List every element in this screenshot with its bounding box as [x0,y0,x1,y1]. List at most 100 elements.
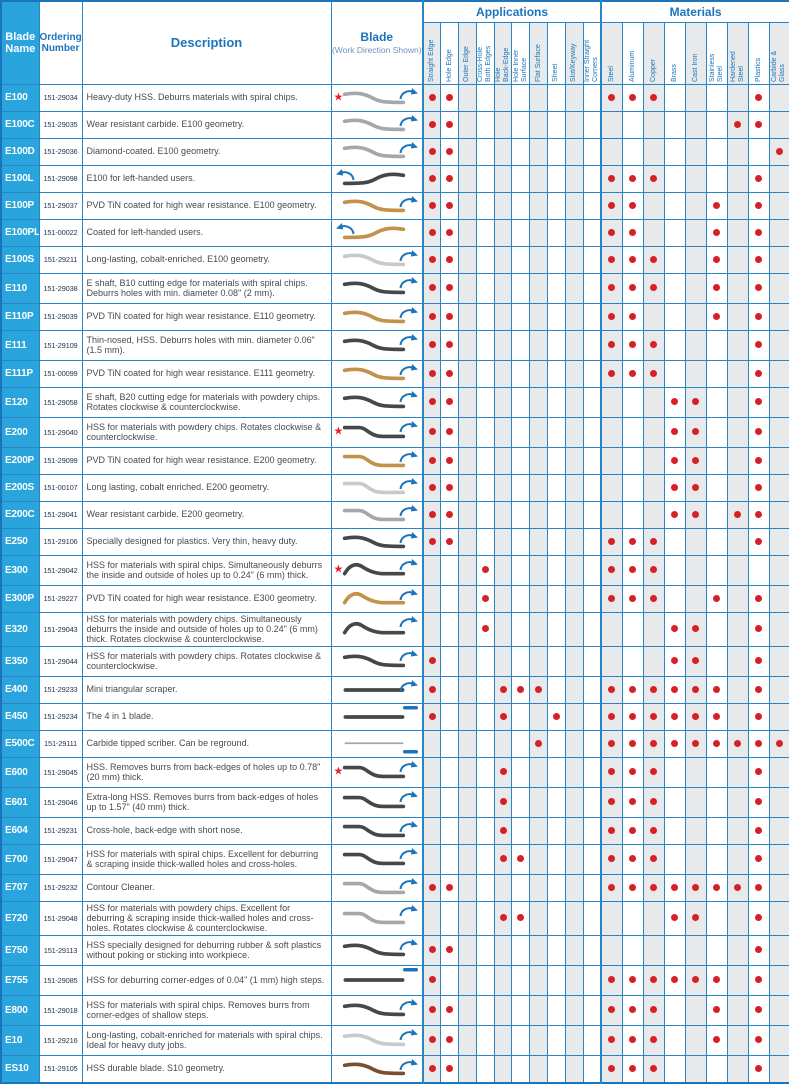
application-cell-hole-inner-surface [511,527,531,556]
application-cell-sheet [547,786,566,818]
material-cell-hardened-steel [726,611,749,647]
application-dot [446,284,454,292]
application-cell-straight-edge [422,964,442,996]
material-cell-aluminum [621,473,644,502]
blade-row-e720: E720 151-29048 HSS for materials with powd… [0,900,789,936]
material-cell-copper [642,756,665,788]
application-cell-sheet [547,110,566,139]
material-dot [755,739,763,747]
application-cell-inner-straight-corners [582,329,602,361]
material-cell-aluminum [621,554,644,586]
material-dot [629,768,637,776]
material-dot [650,1006,658,1014]
description-cell: HSS for materials with powdery chips. Si… [81,611,332,647]
application-cell-slot-keyway [564,302,584,331]
material-dot [755,855,763,863]
material-cell-carbide-glass [768,786,789,818]
application-cell-sheet [547,416,566,448]
blade-photo-wrap [332,247,422,272]
blade-photo [342,562,405,576]
application-cell-hole-inner-surface [511,302,531,331]
material-dot [671,685,679,693]
application-cell-outer-edge [458,554,477,586]
application-cell-hole-back-edge [493,756,513,788]
application-cell-cross-hole-both-edges [475,994,495,1026]
application-cell-inner-straight-corners [582,873,602,902]
application-cell-outer-edge [458,446,477,475]
column-header-inner-straight-corners: Inner Straight Corners [582,21,602,85]
blade-name-cell: E200C [0,500,40,529]
material-cell-hardened-steel [726,137,749,166]
blade-image-cell [330,873,424,902]
blade-photo [342,199,405,212]
material-cell-aluminum [621,272,644,304]
ordering-number-cell: 151-29211 [38,245,83,274]
material-cell-aluminum [621,900,644,936]
application-cell-hole-inner-surface [511,164,531,193]
material-cell-brass [663,1054,686,1083]
material-cell-hardened-steel [726,756,749,788]
application-cell-flat-surface [529,110,549,139]
application-dot [446,369,454,377]
material-dot [755,1036,763,1044]
application-cell-straight-edge [422,611,442,647]
material-cell-copper [642,873,665,902]
material-cell-stainless-steel [705,873,728,902]
column-header-slot-keyway: Slot/Keyway [564,21,584,85]
blade-name-cell: E707 [0,873,40,902]
application-cell-hole-back-edge [493,843,513,875]
application-cell-sheet [547,329,566,361]
application-dot [446,174,454,182]
application-cell-hole-back-edge [493,386,513,418]
material-cell-carbide-glass [768,873,789,902]
blade-photo [342,454,405,467]
blade-photo-wrap [332,193,422,218]
material-cell-plastics [747,645,770,677]
material-cell-brass [663,245,686,274]
application-cell-cross-hole-both-edges [475,900,495,936]
material-cell-cast-iron [684,554,707,586]
material-dot [671,739,679,747]
blade-photo [343,687,404,692]
material-cell-carbide-glass [768,1054,789,1083]
application-cell-slot-keyway [564,816,584,845]
col-header-description: Description [81,0,332,85]
application-cell-cross-hole-both-edges [475,164,495,193]
material-cell-copper [642,329,665,361]
material-cell-hardened-steel [726,702,749,731]
blade-row-e100d: E100D 151-29036 Diamond-coated. E100 geome… [0,137,789,166]
material-dot [650,1036,658,1044]
application-cell-cross-hole-both-edges [475,1054,495,1083]
material-cell-carbide-glass [768,843,789,875]
material-dot [734,120,742,128]
blade-photo-wrap [332,875,422,900]
blade-photo-wrap [332,448,422,473]
material-dot [755,1064,763,1072]
application-cell-inner-straight-corners [582,675,602,704]
application-cell-outer-edge [458,843,477,875]
material-cell-brass [663,994,686,1026]
application-cell-hole-inner-surface [511,245,531,274]
blade-name-cell: E300P [0,584,40,613]
application-cell-inner-straight-corners [582,1024,602,1056]
material-cell-stainless-steel [705,218,728,247]
material-cell-cast-iron [684,873,707,902]
material-cell-aluminum [621,756,644,788]
blade-table-body: E100 151-29034 Heavy-duty HSS. Deburrs mat… [0,83,789,1083]
material-cell-stainless-steel [705,329,728,361]
material-cell-aluminum [621,446,644,475]
material-cell-copper [642,137,665,166]
application-cell-flat-surface [529,584,549,613]
material-cell-plastics [747,1024,770,1056]
material-cell-stainless-steel [705,1024,728,1056]
application-cell-hole-inner-surface [511,964,531,996]
material-dot [650,369,658,377]
application-cell-hole-back-edge [493,302,513,331]
application-cell-inner-straight-corners [582,191,602,220]
blade-row-e110: E110 151-29038 E shaft, B10 cutting edge f… [0,272,789,304]
application-cell-hole-back-edge [493,994,513,1026]
application-cell-hole-back-edge [493,191,513,220]
blade-row-e300: E300 151-29042 HSS for materials with spir… [0,554,789,586]
application-cell-outer-edge [458,786,477,818]
work-direction-arc-icon [399,1028,418,1040]
